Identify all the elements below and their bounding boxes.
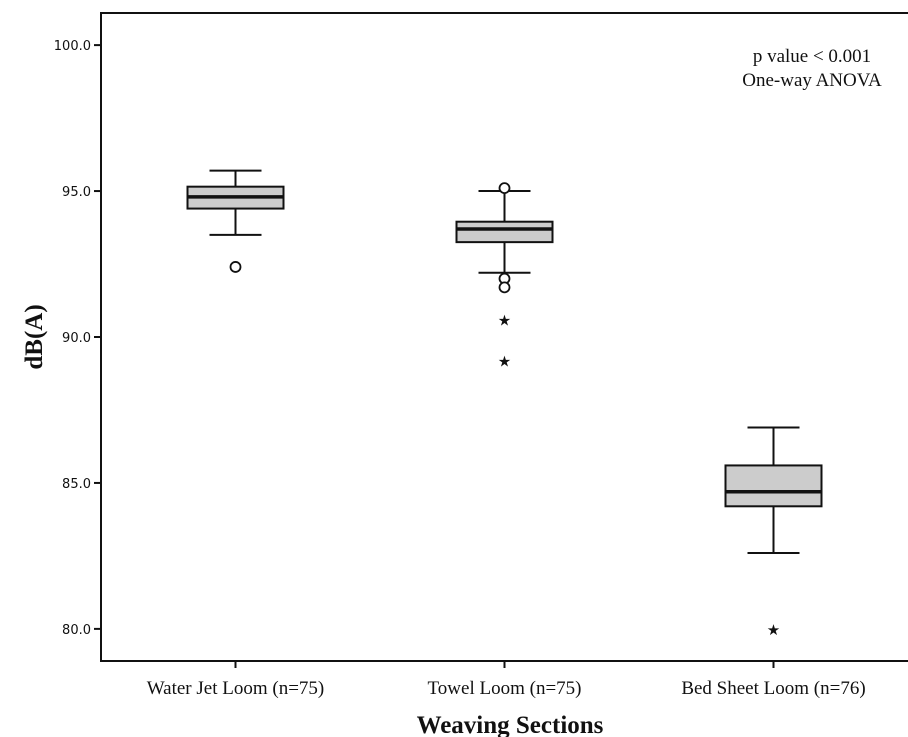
box-group bbox=[186, 169, 285, 273]
x-tick-label: Water Jet Loom (n=75) bbox=[147, 678, 325, 699]
y-tick-label: 100.0 bbox=[54, 39, 91, 54]
y-axis: 80.0 85.0 90.0 95.0 100.0 bbox=[54, 39, 101, 638]
outlier-point bbox=[498, 182, 511, 195]
x-tick-label: Bed Sheet Loom (n=76) bbox=[681, 678, 865, 699]
outlier-point bbox=[498, 281, 511, 294]
outlier-point bbox=[229, 261, 242, 273]
box-group: ★★ bbox=[455, 182, 554, 370]
extreme-point: ★ bbox=[498, 352, 511, 370]
plot-area bbox=[100, 12, 908, 662]
extreme-point: ★ bbox=[767, 621, 780, 639]
plot-frame bbox=[100, 12, 908, 662]
y-axis-title: dB(A) bbox=[21, 304, 48, 369]
iqr-box bbox=[455, 220, 554, 244]
annotation-test: One-way ANOVA bbox=[742, 70, 882, 91]
x-axis: Water Jet Loom (n=75) Towel Loom (n=75) Be… bbox=[147, 661, 866, 699]
y-tick-label: 90.0 bbox=[62, 331, 91, 346]
y-tick-label: 80.0 bbox=[62, 623, 91, 638]
extreme-point: ★ bbox=[498, 311, 511, 329]
iqr-box bbox=[724, 464, 823, 508]
y-tick-label: 85.0 bbox=[62, 477, 91, 492]
x-axis-title: Weaving Sections bbox=[417, 712, 604, 737]
boxes: ★★★ bbox=[186, 169, 823, 639]
x-tick-label: Towel Loom (n=75) bbox=[428, 678, 582, 699]
box-group: ★ bbox=[724, 426, 823, 639]
y-tick-label: 95.0 bbox=[62, 185, 91, 200]
annotation-p-value: p value < 0.001 bbox=[753, 46, 871, 67]
